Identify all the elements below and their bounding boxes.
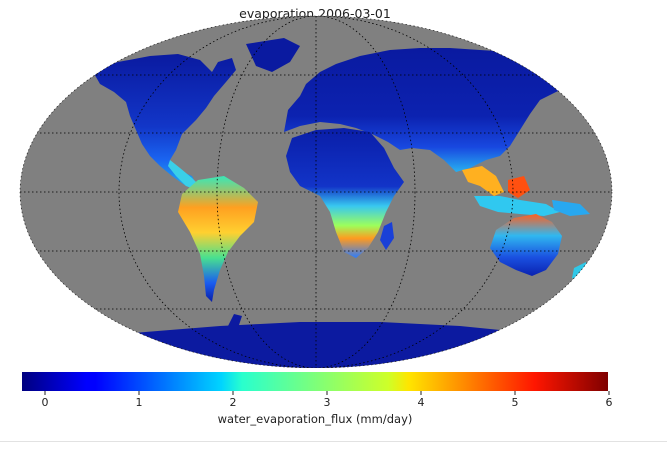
continent-north-america	[92, 54, 236, 186]
colorbar-tick-label: 6	[605, 396, 613, 409]
continent-eurasia	[284, 48, 580, 172]
continent-greenland	[246, 38, 300, 72]
colorbar-tick-label: 3	[323, 396, 331, 409]
map-title: evaporation 2006-03-01	[239, 6, 391, 21]
colorbar-label: water_evaporation_flux (mm/day)	[217, 412, 413, 426]
borneo	[508, 176, 530, 198]
continent-africa	[286, 128, 404, 258]
southeast-asia	[462, 166, 504, 196]
new-guinea	[552, 200, 590, 216]
world-map	[19, 15, 613, 368]
continent-australia	[490, 214, 562, 276]
antarctic-peninsula	[226, 314, 242, 330]
continent-south-america	[178, 176, 258, 302]
colorbar-tick-label: 4	[417, 396, 425, 409]
colorbar	[22, 372, 610, 395]
colorbar-tick-label: 1	[135, 396, 143, 409]
continent-antarctica	[40, 322, 612, 368]
indonesia	[474, 196, 560, 216]
colorbar-tick-label: 2	[229, 396, 237, 409]
colorbar-tick-label: 5	[511, 396, 519, 409]
divider	[0, 441, 667, 442]
colorbar-gradient	[22, 372, 608, 391]
colorbar-tick-label: 0	[41, 396, 49, 409]
central-america	[168, 160, 200, 190]
madagascar	[380, 222, 394, 250]
graticule	[20, 16, 612, 368]
